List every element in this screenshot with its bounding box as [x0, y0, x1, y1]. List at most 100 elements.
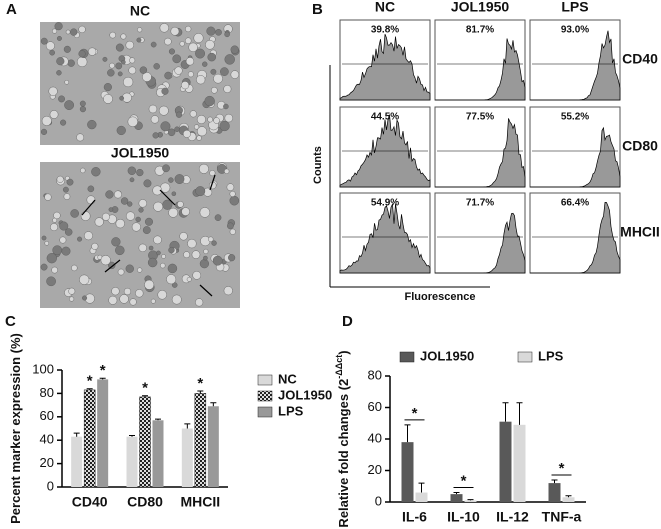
cell	[153, 63, 160, 70]
arrow	[159, 189, 176, 206]
error-bar	[184, 423, 191, 429]
cell	[227, 222, 234, 230]
cell	[62, 186, 69, 193]
y-tick-label: 80	[40, 385, 54, 400]
significance: *	[142, 380, 148, 397]
cell	[107, 69, 115, 77]
cell	[213, 73, 223, 84]
cell	[52, 28, 58, 34]
cell	[115, 245, 125, 256]
cell	[220, 67, 229, 76]
cell	[108, 261, 116, 270]
cell	[168, 177, 174, 183]
cell	[44, 241, 49, 246]
cell	[115, 43, 124, 52]
cell	[159, 23, 169, 33]
cell	[46, 253, 57, 264]
cell	[111, 237, 121, 247]
y-axis-label: Relative fold changes (2-ΔΔct)	[334, 350, 351, 527]
cell	[223, 103, 229, 110]
x-tick-label: CD40	[72, 494, 108, 510]
significance: *	[461, 473, 467, 490]
arrow	[199, 284, 213, 297]
cell	[79, 274, 90, 285]
cell	[69, 296, 75, 302]
cell	[40, 263, 48, 271]
cell	[100, 255, 111, 266]
bar	[450, 494, 463, 502]
cell	[199, 259, 209, 269]
bar	[152, 420, 164, 487]
histogram	[435, 118, 526, 188]
error-bar	[418, 482, 425, 493]
x-tick-label: TNF-a	[542, 509, 582, 525]
cell	[189, 110, 197, 118]
cell	[177, 201, 184, 208]
y-tick-label: 100	[32, 361, 54, 376]
cell	[48, 86, 58, 96]
cell	[59, 236, 67, 244]
percentage: 81.7%	[466, 25, 494, 36]
y-tick-label: 80	[368, 367, 382, 382]
bar	[464, 500, 477, 502]
legend-swatch	[257, 390, 273, 402]
error-bar	[453, 492, 460, 495]
cell	[213, 117, 220, 124]
cell	[161, 254, 166, 259]
x-tick-label: IL-6	[402, 509, 427, 525]
cell	[119, 294, 129, 304]
cell	[145, 217, 153, 226]
error-bar	[551, 479, 558, 484]
cell	[202, 61, 208, 67]
x-tick-label: MHCII	[180, 494, 220, 510]
x-tick-label: IL-10	[447, 509, 480, 525]
legend-swatch	[399, 351, 415, 363]
cell	[192, 271, 202, 280]
cell	[123, 76, 134, 88]
percentage: 77.5%	[466, 112, 494, 123]
error-bar	[155, 418, 161, 421]
cell	[46, 276, 56, 287]
cell	[181, 81, 190, 90]
cell	[195, 186, 206, 197]
cell	[56, 175, 64, 183]
cell	[185, 57, 195, 66]
cell	[71, 264, 78, 272]
image-title: JOL1950	[111, 145, 170, 161]
cell	[226, 183, 235, 191]
error-bar	[86, 388, 93, 390]
y-axis-label-text: Percent marker expression (%)	[8, 333, 23, 524]
cell	[179, 232, 188, 241]
cell	[171, 294, 182, 305]
cell	[181, 207, 190, 216]
cell	[167, 128, 176, 137]
cell	[212, 255, 223, 266]
cell	[52, 245, 63, 256]
cell	[135, 216, 141, 223]
legend-swatch	[257, 374, 273, 386]
cell	[207, 116, 213, 123]
cell	[102, 56, 108, 62]
cell	[64, 228, 73, 236]
cell	[127, 201, 133, 207]
cell	[120, 33, 127, 40]
cell	[144, 279, 155, 290]
cell	[91, 242, 99, 250]
cell	[168, 246, 175, 254]
bar	[126, 436, 138, 487]
cell	[187, 238, 197, 249]
histogram	[435, 38, 526, 101]
cell	[67, 59, 75, 67]
cell	[103, 94, 113, 104]
cell	[64, 80, 69, 85]
cell	[114, 190, 122, 199]
cell	[150, 41, 157, 48]
cell	[53, 211, 61, 220]
cell	[79, 106, 87, 113]
cell	[66, 178, 74, 186]
bar	[513, 424, 526, 502]
cell	[109, 31, 116, 39]
cell	[224, 54, 235, 65]
cell	[54, 22, 63, 31]
bar	[548, 483, 561, 502]
